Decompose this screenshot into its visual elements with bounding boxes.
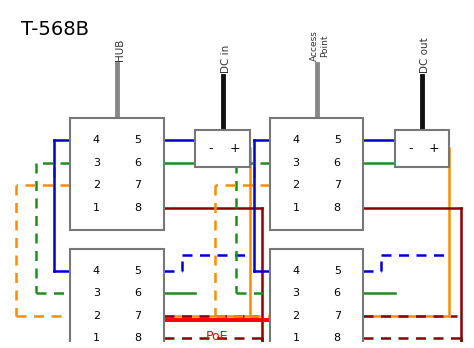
Text: +: +	[229, 142, 240, 155]
Text: 5: 5	[334, 266, 341, 276]
Text: 8: 8	[334, 333, 341, 343]
Text: T-568B: T-568B	[20, 20, 89, 39]
Text: 2: 2	[292, 311, 300, 321]
Text: 8: 8	[134, 203, 141, 213]
Bar	[195, 129, 250, 167]
Text: DC out: DC out	[420, 37, 430, 73]
Text: 8: 8	[134, 333, 141, 343]
Text: HUB: HUB	[115, 39, 125, 61]
Text: 3: 3	[292, 158, 300, 168]
Text: -: -	[209, 142, 213, 155]
Bar	[270, 118, 364, 230]
Text: 8: 8	[334, 203, 341, 213]
Text: 2: 2	[292, 180, 300, 190]
Text: 6: 6	[134, 288, 141, 299]
Text: -: -	[408, 142, 412, 155]
Text: 4: 4	[93, 266, 100, 276]
Bar	[70, 118, 164, 230]
Text: 7: 7	[334, 180, 341, 190]
Text: 4: 4	[93, 135, 100, 145]
Text: 7: 7	[334, 311, 341, 321]
Text: DC in: DC in	[220, 45, 231, 73]
Bar	[270, 248, 364, 348]
Text: 7: 7	[134, 311, 141, 321]
Text: 2: 2	[93, 311, 100, 321]
Text: 1: 1	[292, 203, 300, 213]
Bar	[70, 248, 164, 348]
Text: 5: 5	[334, 135, 341, 145]
Text: +: +	[429, 142, 439, 155]
Text: 1: 1	[292, 333, 300, 343]
Text: 5: 5	[134, 135, 141, 145]
Text: 2: 2	[93, 180, 100, 190]
Text: 1: 1	[93, 203, 100, 213]
Text: Access
Point: Access Point	[310, 30, 329, 61]
Bar	[395, 129, 449, 167]
Text: 3: 3	[292, 288, 300, 299]
Text: 3: 3	[93, 158, 100, 168]
Text: 4: 4	[292, 266, 300, 276]
Text: 6: 6	[134, 158, 141, 168]
Text: 1: 1	[93, 333, 100, 343]
Text: 5: 5	[134, 266, 141, 276]
Text: 3: 3	[93, 288, 100, 299]
Text: 6: 6	[334, 158, 341, 168]
Text: PoE: PoE	[206, 330, 228, 342]
Text: 4: 4	[292, 135, 300, 145]
Text: 6: 6	[334, 288, 341, 299]
Text: 7: 7	[134, 180, 141, 190]
